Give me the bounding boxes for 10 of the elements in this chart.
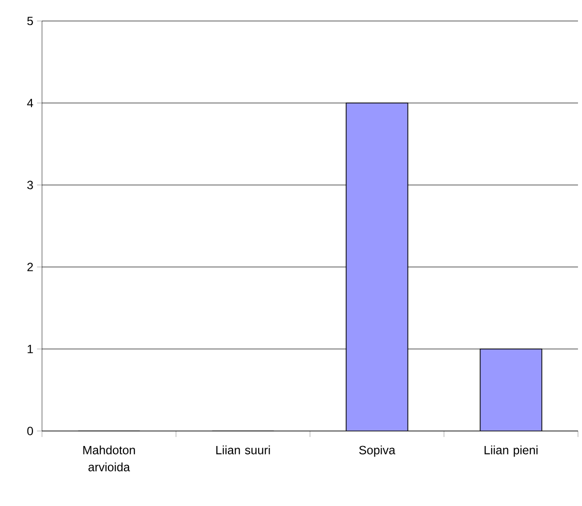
x-tick-label: Liian pieni xyxy=(484,446,538,457)
y-tick-label: 4 xyxy=(27,98,34,108)
y-tick-label: 1 xyxy=(28,344,33,354)
x-tick-label: Mahdoton arvioida xyxy=(83,446,135,472)
x-tick-label: Liian suuri xyxy=(216,446,270,454)
x-tick-label: Sopiva xyxy=(359,446,396,457)
y-tick-label: 5 xyxy=(27,16,33,26)
y-tick-label: 2 xyxy=(27,262,33,272)
y-tick-label: 0 xyxy=(27,426,34,436)
y-tick-label: 3 xyxy=(27,180,33,190)
